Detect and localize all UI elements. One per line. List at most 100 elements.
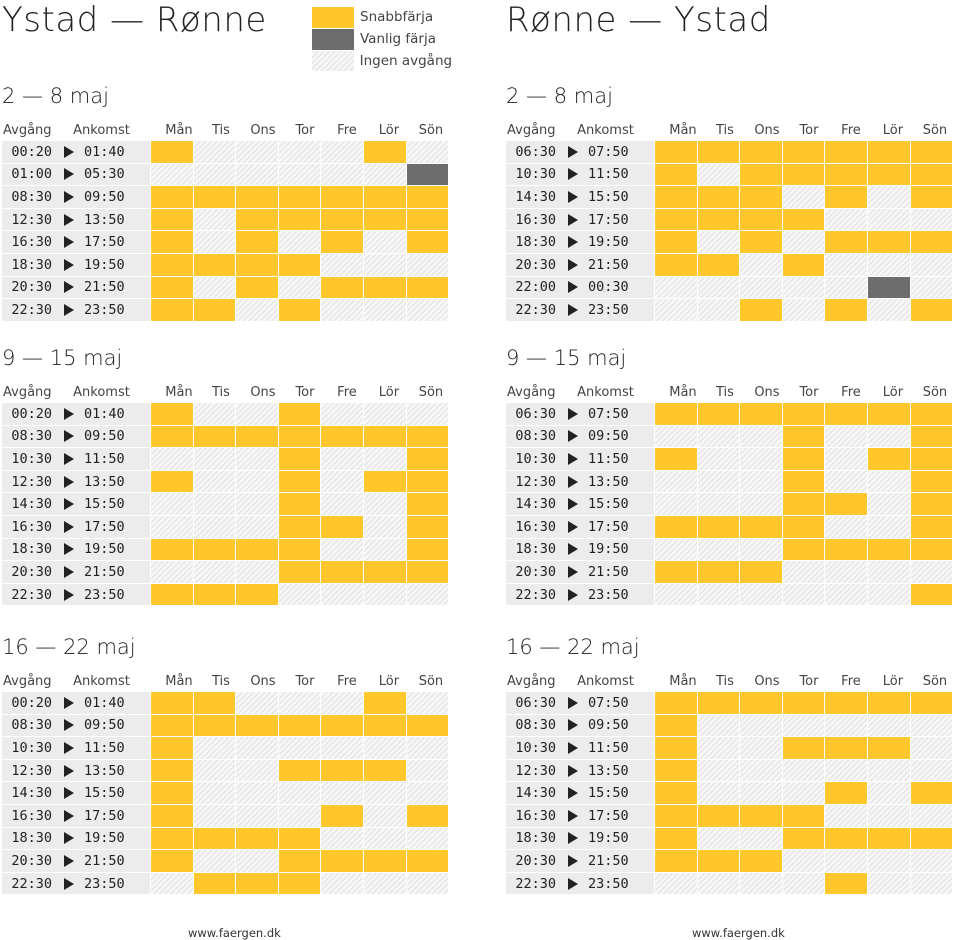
play-arrow-icon <box>568 168 578 181</box>
day-cell-ons <box>740 804 782 828</box>
departure-time: 08:30 <box>11 188 52 205</box>
day-cell-tor <box>278 208 321 232</box>
day-cell-tis <box>697 692 740 715</box>
arrival-time: 11:50 <box>84 739 125 756</box>
day-cell-tis <box>697 299 740 322</box>
day-cell-lör <box>867 583 910 607</box>
day-cell-tis <box>697 827 740 851</box>
day-cell-tis <box>193 714 236 738</box>
play-arrow-icon <box>64 809 74 822</box>
header-day: Tor <box>799 673 819 689</box>
day-cell-sön <box>910 141 953 164</box>
time-cell: 22:00 00:30 <box>506 276 654 300</box>
day-cell-fre <box>825 425 867 449</box>
day-cell-ons <box>740 692 782 715</box>
day-cell-fre <box>825 253 867 277</box>
day-cell-mån <box>151 253 193 277</box>
day-cell-sön <box>406 141 449 164</box>
time-cell: 14:30 15:50 <box>506 782 654 805</box>
day-cell-fre <box>825 872 867 896</box>
arrival-time: 23:50 <box>84 301 125 318</box>
arrival-time: 21:50 <box>588 256 629 273</box>
header-departure: Avgång <box>3 122 52 138</box>
day-cell-sön <box>910 804 953 828</box>
day-cell-mån <box>151 470 193 494</box>
day-cell-mån <box>151 782 193 805</box>
day-cell-mån <box>151 493 193 516</box>
day-cell-tis <box>193 403 236 426</box>
arrival-time: 13:50 <box>588 473 629 490</box>
footer-url[interactable]: www.faergen.dk <box>692 926 785 940</box>
header-departure: Avgång <box>507 122 556 138</box>
day-cell-tis <box>697 804 740 828</box>
day-cell-mån <box>151 850 193 873</box>
table-row: 10:30 11:50 <box>506 163 956 187</box>
header-day: Lör <box>882 384 904 400</box>
day-cell-ons <box>740 403 782 426</box>
day-cell-sön <box>910 850 953 873</box>
day-cell-ons <box>740 759 782 783</box>
day-cell-sön <box>910 448 953 471</box>
departure-time: 22:30 <box>11 875 52 892</box>
day-cell-ons <box>236 782 278 805</box>
day-cell-fre <box>321 470 363 494</box>
table-row: 18:30 19:50 <box>506 827 956 851</box>
footer-url[interactable]: www.faergen.dk <box>188 926 281 940</box>
day-cell-mån <box>151 515 193 539</box>
time-cell: 14:30 15:50 <box>506 186 654 209</box>
departure-time: 18:30 <box>11 830 52 847</box>
time-cell: 12:30 13:50 <box>2 470 150 494</box>
day-cell-ons <box>740 425 782 449</box>
day-cell-tis <box>193 538 236 562</box>
day-cell-lör <box>363 253 406 277</box>
departure-time: 16:30 <box>515 518 556 535</box>
departure-time: 16:30 <box>11 234 52 251</box>
arrival-time: 21:50 <box>588 852 629 869</box>
day-cell-tor <box>278 561 321 584</box>
day-cell-fre <box>321 692 363 715</box>
day-cell-ons <box>740 448 782 471</box>
table-row: 22:30 23:50 <box>2 583 452 607</box>
legend-item-fast: Snabbfärja <box>312 6 462 28</box>
day-cell-mån <box>151 692 193 715</box>
day-cell-ons <box>236 737 278 760</box>
play-arrow-icon <box>568 236 578 249</box>
day-cell-tor <box>782 561 825 584</box>
day-cell-sön <box>406 276 449 300</box>
arrival-time: 17:50 <box>84 518 125 535</box>
time-cell: 08:30 09:50 <box>2 425 150 449</box>
header-day: Lör <box>882 122 904 138</box>
day-cell-lör <box>363 759 406 783</box>
day-cell-fre <box>825 515 867 539</box>
play-arrow-icon <box>568 877 578 890</box>
arrival-time: 09:50 <box>588 428 629 445</box>
play-arrow-icon <box>64 854 74 867</box>
day-cell-tor <box>278 850 321 873</box>
day-cell-tor <box>782 186 825 209</box>
arrival-time: 23:50 <box>84 586 125 603</box>
departure-time: 22:30 <box>11 301 52 318</box>
day-cell-tor <box>278 714 321 738</box>
day-cell-fre <box>321 804 363 828</box>
day-cell-sön <box>910 583 953 607</box>
day-cell-fre <box>321 448 363 471</box>
day-cell-sön <box>910 253 953 277</box>
header-day: Tor <box>799 122 819 138</box>
day-cell-tor <box>278 538 321 562</box>
time-cell: 20:30 21:50 <box>2 561 150 584</box>
day-cell-sön <box>910 470 953 494</box>
day-cell-mån <box>655 231 697 254</box>
arrival-time: 09:50 <box>84 717 125 734</box>
day-cell-fre <box>825 141 867 164</box>
arrival-time: 17:50 <box>84 807 125 824</box>
departure-time: 00:20 <box>11 405 52 422</box>
day-cell-ons <box>740 538 782 562</box>
play-arrow-icon <box>64 258 74 271</box>
arrival-time: 09:50 <box>84 428 125 445</box>
time-cell: 00:20 01:40 <box>2 141 150 164</box>
arrival-time: 00:30 <box>588 279 629 296</box>
time-cell: 18:30 19:50 <box>2 253 150 277</box>
day-cell-mån <box>151 231 193 254</box>
day-cell-fre <box>321 515 363 539</box>
table-row: 06:30 07:50 <box>506 692 956 715</box>
